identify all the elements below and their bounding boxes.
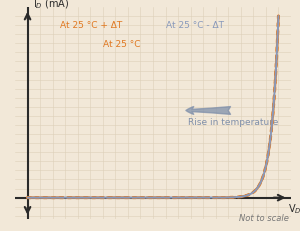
Text: At 25 °C + ΔT: At 25 °C + ΔT <box>60 21 122 30</box>
Text: I$_D$ (mA): I$_D$ (mA) <box>33 0 69 11</box>
Text: V$_D$ (V): V$_D$ (V) <box>289 202 300 216</box>
Text: Not to scale: Not to scale <box>238 214 289 223</box>
Text: At 25 °C - ΔT: At 25 °C - ΔT <box>166 21 224 30</box>
Text: Rise in temperature: Rise in temperature <box>188 118 278 127</box>
Text: At 25 °C: At 25 °C <box>103 40 140 49</box>
